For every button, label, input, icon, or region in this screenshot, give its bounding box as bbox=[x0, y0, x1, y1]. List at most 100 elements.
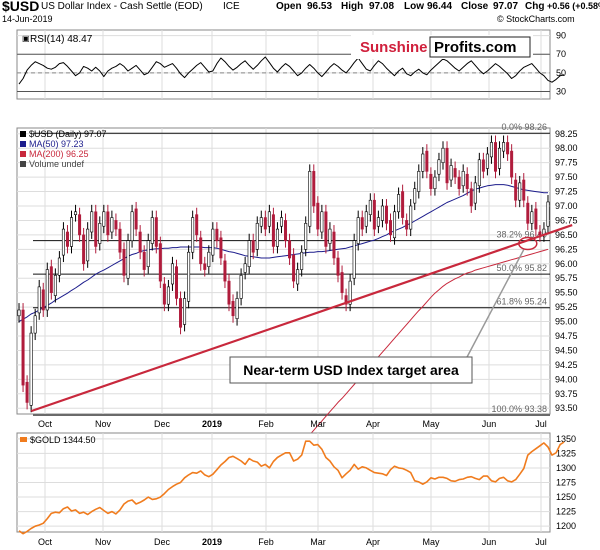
candle-body bbox=[324, 211, 328, 247]
candle-body bbox=[57, 257, 61, 276]
symbol-name: US Dollar Index - Cash Settle (EOD) bbox=[41, 1, 203, 12]
gold-tick-label: 1200 bbox=[556, 521, 576, 531]
candle-body bbox=[546, 201, 550, 227]
candle-body bbox=[49, 266, 53, 293]
candle-body bbox=[340, 272, 344, 293]
gold-month-label: Jun bbox=[482, 537, 497, 547]
candle-body bbox=[493, 142, 497, 172]
candle-body bbox=[45, 269, 49, 311]
candle-body bbox=[33, 315, 37, 334]
close-label: Close bbox=[461, 1, 489, 12]
open-value: 96.53 bbox=[307, 1, 333, 12]
gold-month-label: Mar bbox=[310, 537, 326, 547]
candle-body bbox=[441, 147, 445, 163]
usd-tick-label: 94.75 bbox=[555, 331, 578, 341]
candle-body bbox=[187, 251, 191, 302]
usd-tick-label: 97.50 bbox=[555, 172, 578, 182]
candle-body bbox=[417, 171, 421, 192]
chg-value: +0.56 (+0.58%) bbox=[547, 1, 600, 11]
gold-tick-label: 1225 bbox=[556, 507, 576, 517]
legend-swatch bbox=[20, 151, 26, 157]
gold-month-label: Feb bbox=[258, 537, 274, 547]
candle-body bbox=[219, 237, 223, 259]
candle-body bbox=[489, 142, 493, 158]
candle-body bbox=[530, 211, 534, 224]
open-label: Open bbox=[276, 1, 302, 12]
candle-body bbox=[320, 211, 324, 233]
candle-body bbox=[191, 217, 195, 253]
legend-swatch bbox=[20, 131, 26, 137]
candle-body bbox=[316, 202, 320, 230]
candle-body bbox=[102, 211, 106, 227]
candle-body bbox=[364, 211, 368, 227]
candle-body bbox=[384, 205, 388, 224]
gold-tick-label: 1275 bbox=[556, 478, 576, 488]
candle-body bbox=[134, 208, 138, 230]
annotation-box bbox=[229, 356, 473, 384]
gold-month-label: Oct bbox=[38, 537, 53, 547]
high-value: 97.08 bbox=[369, 1, 395, 12]
candle-body bbox=[150, 217, 154, 244]
rsi-legend-icon: ▣ bbox=[22, 34, 30, 43]
candle-body bbox=[78, 214, 82, 236]
annotation-pointer bbox=[465, 249, 525, 360]
candle-body bbox=[235, 298, 239, 319]
candle-body bbox=[98, 223, 102, 244]
chg-label: Chg bbox=[525, 1, 545, 12]
usd-month-label: 2019 bbox=[202, 419, 222, 429]
usd-tick-label: 97.00 bbox=[555, 201, 578, 211]
usd-tick-label: 95.50 bbox=[555, 288, 578, 298]
fib-level-label: 100.0% 93.38 bbox=[491, 404, 547, 414]
candle-body bbox=[17, 309, 21, 317]
legend-swatch bbox=[20, 141, 26, 147]
candle-body bbox=[255, 223, 259, 250]
candle-body bbox=[231, 301, 235, 317]
gold-month-label: Nov bbox=[95, 537, 112, 547]
candle-body bbox=[457, 176, 461, 189]
fib-level-label: 38.2% 96.40 bbox=[496, 230, 547, 240]
copyright: © StockCharts.com bbox=[497, 14, 575, 24]
candle-body bbox=[344, 295, 348, 305]
candle-body bbox=[526, 202, 530, 224]
gold-legend: $GOLD 1344.50 bbox=[30, 435, 96, 445]
candle-body bbox=[211, 228, 215, 256]
usd-candles bbox=[17, 135, 550, 413]
candle-body bbox=[243, 263, 247, 273]
legend-entry: MA(200) 96.25 bbox=[29, 149, 89, 159]
gold-month-label: 2019 bbox=[202, 537, 222, 547]
candle-body bbox=[421, 153, 425, 172]
candle-body bbox=[465, 173, 469, 189]
candle-body bbox=[275, 228, 279, 247]
candle-body bbox=[469, 188, 473, 207]
usd-month-label: Jul bbox=[535, 419, 547, 429]
usd-month-label: May bbox=[422, 419, 440, 429]
candle-body bbox=[522, 179, 526, 201]
usd-month-label: Feb bbox=[258, 419, 274, 429]
symbol: $USD bbox=[2, 0, 40, 14]
fib-level-label: 0.0% 98.26 bbox=[501, 122, 547, 132]
candle-body bbox=[518, 182, 522, 201]
support-trendline bbox=[30, 224, 573, 413]
candle-body bbox=[389, 220, 393, 236]
candle-body bbox=[110, 217, 114, 233]
candle-body bbox=[425, 150, 429, 172]
usd-tick-label: 94.00 bbox=[555, 374, 578, 384]
usd-tick-label: 97.25 bbox=[555, 187, 578, 197]
candle-body bbox=[405, 220, 409, 230]
candle-body bbox=[61, 228, 65, 256]
usd-month-label: Apr bbox=[366, 419, 380, 429]
target-area-ellipse bbox=[518, 236, 538, 251]
candle-body bbox=[514, 179, 518, 201]
candle-body bbox=[25, 381, 29, 403]
candle-body bbox=[207, 251, 211, 267]
legend-entry: MA(50) 97.23 bbox=[29, 139, 84, 149]
gold-tick-label: 1250 bbox=[556, 492, 576, 502]
candle-body bbox=[215, 228, 219, 241]
candle-body bbox=[449, 165, 453, 181]
candle-body bbox=[53, 275, 57, 296]
usd-tick-label: 98.00 bbox=[555, 143, 578, 153]
usd-tick-label: 97.75 bbox=[555, 158, 578, 168]
candle-body bbox=[473, 182, 477, 204]
candle-body bbox=[284, 220, 288, 241]
